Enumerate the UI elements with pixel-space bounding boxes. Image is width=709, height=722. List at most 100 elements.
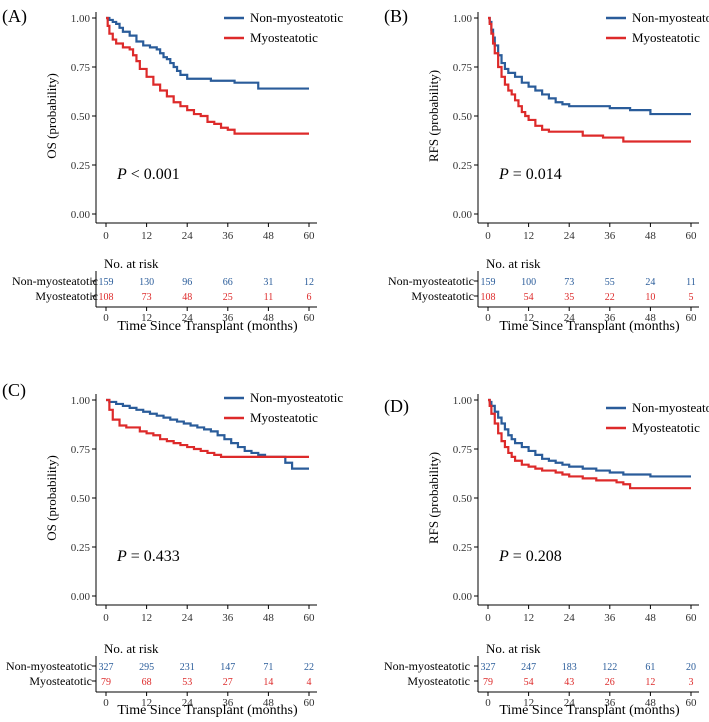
- risk-row-label: Non-myosteatotic: [388, 274, 474, 288]
- legend-label: Myosteatotic: [632, 420, 700, 435]
- p-value-text: = 0.014: [509, 166, 562, 183]
- x-axis-label: Time Since Transplant (months): [499, 319, 680, 334]
- risk-x-tick-label: 0: [485, 697, 491, 709]
- x-tick-label: 36: [222, 230, 234, 242]
- risk-row-label: Non-myosteatotic: [384, 659, 470, 673]
- risk-count-myo: 54: [524, 292, 534, 303]
- x-axis-label: Time Since Transplant (months): [499, 703, 680, 718]
- risk-count-non: 24: [645, 277, 655, 288]
- risk-x-tick-label: 48: [645, 697, 657, 709]
- x-tick-label: 60: [304, 230, 316, 242]
- risk-x-tick-label: 60: [686, 312, 698, 324]
- y-tick-label: 1.00: [453, 395, 473, 407]
- risk-count-myo: 12: [645, 677, 655, 688]
- km-curve-non-myosteatotic: [106, 16, 309, 90]
- panel-label: (C): [2, 380, 26, 401]
- risk-table-title: No. at risk: [104, 641, 159, 656]
- km-curve-non-myosteatotic: [488, 16, 691, 116]
- km-panel-b: (B) 0.00 0.25 0.50 0.75 1.00 0 12 24 36 48 60 RFS (p…: [384, 6, 709, 334]
- x-tick-label: 12: [523, 612, 534, 624]
- risk-count-non: 183: [562, 662, 577, 673]
- y-tick-label: 0.00: [71, 591, 91, 603]
- risk-count-non: 11: [686, 277, 696, 288]
- y-tick-label: 0.75: [71, 444, 91, 456]
- risk-count-myo: 108: [481, 292, 496, 303]
- x-tick-label: 12: [141, 230, 152, 242]
- y-tick-label: 0.25: [71, 160, 91, 172]
- risk-count-non: 73: [564, 277, 574, 288]
- x-tick-label: 48: [645, 230, 657, 242]
- risk-count-non: 231: [180, 662, 195, 673]
- risk-count-myo: 108: [99, 292, 114, 303]
- risk-x-tick-label: 24: [182, 312, 194, 324]
- risk-x-tick-label: 60: [304, 697, 316, 709]
- risk-count-myo: 48: [182, 292, 192, 303]
- risk-count-myo: 10: [645, 292, 655, 303]
- risk-count-myo: 35: [564, 292, 574, 303]
- risk-table-title: No. at risk: [486, 641, 541, 656]
- risk-count-myo: 54: [524, 677, 534, 688]
- risk-x-tick-label: 36: [604, 697, 616, 709]
- risk-count-myo: 5: [689, 292, 694, 303]
- risk-count-myo: 6: [307, 292, 312, 303]
- y-axis-label: OS (probability): [44, 73, 59, 159]
- risk-x-tick-label: 12: [523, 312, 534, 324]
- risk-count-myo: 22: [605, 292, 615, 303]
- risk-count-non: 12: [304, 277, 314, 288]
- y-axis-label: RFS (probability): [426, 452, 441, 544]
- km-curve-myosteatotic: [488, 16, 691, 143]
- p-value: P = 0.433: [116, 548, 180, 565]
- km-curve-myosteatotic: [106, 16, 309, 135]
- risk-count-myo: 14: [263, 677, 273, 688]
- p-value: P = 0.014: [498, 166, 562, 183]
- risk-count-myo: 68: [142, 677, 152, 688]
- risk-count-myo: 3: [689, 677, 694, 688]
- risk-row-label: Myosteatotic: [407, 674, 470, 688]
- legend-label: Myosteatotic: [632, 30, 700, 45]
- risk-count-non: 327: [99, 662, 114, 673]
- risk-x-tick-label: 24: [564, 697, 576, 709]
- risk-row-label: Non-myosteatotic: [6, 659, 92, 673]
- legend-label: Myosteatotic: [250, 410, 318, 425]
- x-tick-label: 60: [304, 612, 316, 624]
- risk-x-tick-label: 12: [141, 312, 152, 324]
- x-tick-label: 48: [263, 230, 275, 242]
- x-tick-label: 24: [564, 230, 576, 242]
- p-symbol: P: [116, 166, 127, 183]
- y-tick-label: 0.00: [453, 209, 473, 221]
- risk-count-non: 327: [481, 662, 496, 673]
- y-axis-label: OS (probability): [44, 455, 59, 541]
- x-tick-label: 60: [686, 612, 698, 624]
- legend-label: Non-myosteatotic: [250, 390, 343, 405]
- p-symbol: P: [498, 548, 509, 565]
- y-tick-label: 0.25: [453, 542, 473, 554]
- panel-label: (B): [384, 6, 408, 27]
- risk-x-tick-label: 48: [645, 312, 657, 324]
- legend-label: Non-myosteatotic: [632, 10, 709, 25]
- risk-count-non: 66: [223, 277, 233, 288]
- km-curve-myosteatotic: [106, 398, 309, 458]
- risk-count-non: 159: [481, 277, 496, 288]
- risk-count-non: 130: [139, 277, 154, 288]
- risk-x-tick-label: 60: [304, 312, 316, 324]
- risk-count-myo: 43: [564, 677, 574, 688]
- x-tick-label: 36: [604, 612, 616, 624]
- risk-count-non: 247: [521, 662, 536, 673]
- risk-count-non: 20: [686, 662, 696, 673]
- p-symbol: P: [498, 166, 509, 183]
- x-tick-label: 0: [103, 612, 109, 624]
- km-curve-non-myosteatotic: [106, 398, 309, 470]
- risk-x-tick-label: 24: [564, 312, 576, 324]
- y-tick-label: 0.00: [71, 209, 91, 221]
- risk-count-myo: 25: [223, 292, 233, 303]
- risk-x-tick-label: 0: [103, 697, 109, 709]
- x-tick-label: 12: [141, 612, 152, 624]
- x-tick-label: 60: [686, 230, 698, 242]
- panel-label: (A): [2, 6, 27, 27]
- y-tick-label: 0.25: [71, 542, 91, 554]
- risk-count-non: 100: [521, 277, 536, 288]
- km-panel-c: (C) 0.00 0.25 0.50 0.75 1.00 0 12 24 36 48 60 OS (pr…: [2, 380, 343, 718]
- y-tick-label: 0.75: [453, 444, 473, 456]
- y-tick-label: 0.00: [453, 591, 473, 603]
